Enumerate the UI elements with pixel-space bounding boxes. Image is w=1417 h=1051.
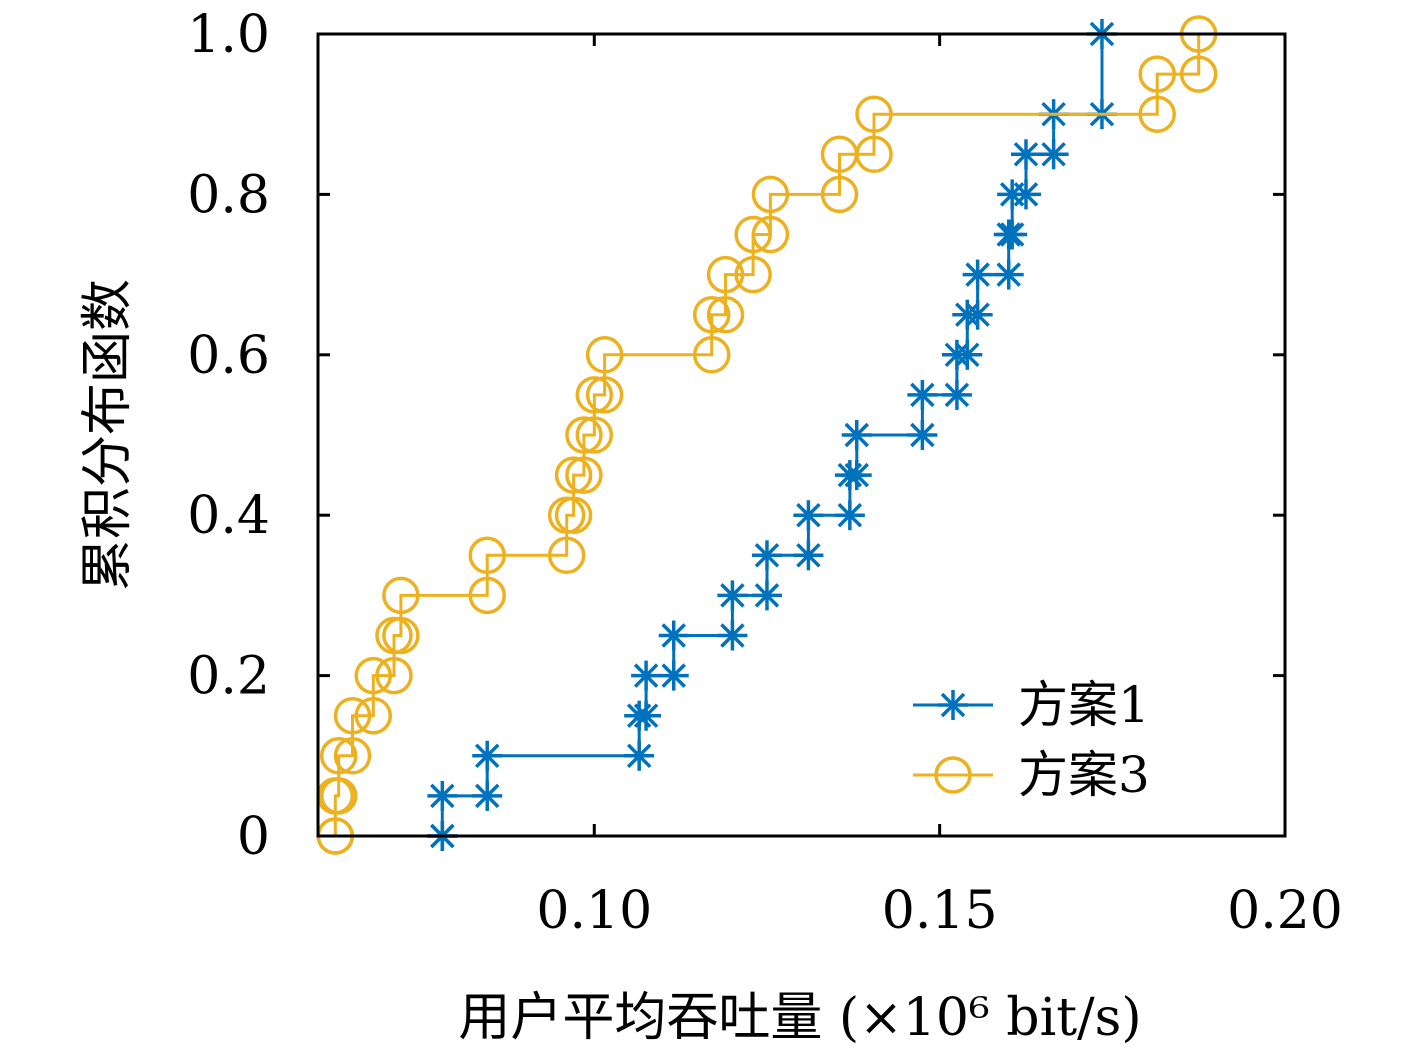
legend-label-scheme3: 方案3: [1018, 746, 1150, 804]
data-point: [585, 376, 624, 414]
data-point: [658, 620, 689, 651]
data-point: [575, 416, 614, 454]
data-point: [319, 777, 358, 815]
series-line: [333, 34, 1201, 836]
data-point: [793, 500, 824, 531]
data-point: [631, 700, 662, 731]
data-point: [706, 295, 745, 334]
y-axis-label: 累积分布函数: [78, 279, 138, 591]
data-point: [692, 336, 731, 374]
data-point: [717, 620, 748, 651]
data-point: [547, 536, 586, 575]
legend-label-scheme1: 方案1: [1018, 676, 1150, 734]
data-point: [472, 780, 503, 811]
data-point: [751, 580, 782, 611]
series-line: [440, 34, 1104, 836]
data-point: [624, 740, 655, 771]
legend-circle-marker: [934, 756, 972, 794]
data-point: [841, 420, 872, 450]
data-point: [734, 255, 772, 294]
data-point: [427, 780, 458, 811]
data-point: [962, 299, 993, 330]
data-point: [751, 540, 782, 571]
x-tick-label: 0.15: [882, 881, 998, 941]
data-point: [472, 740, 503, 771]
data-point: [820, 175, 859, 214]
data-point: [554, 496, 593, 534]
data-point: [793, 540, 824, 571]
data-point: [319, 737, 358, 775]
data-point: [375, 656, 413, 695]
data-point: [834, 500, 865, 531]
data-point: [1179, 55, 1218, 93]
data-point: [1138, 55, 1176, 93]
series-layer: [316, 15, 1218, 855]
data-point: [1138, 95, 1176, 133]
data-point: [997, 219, 1028, 250]
data-point: [907, 420, 938, 450]
asterisk-icon: [938, 690, 968, 720]
series-1: [427, 19, 1117, 851]
x-tick-label: 0.20: [1227, 881, 1343, 941]
data-point: [706, 255, 745, 294]
data-point: [575, 376, 614, 414]
legend: 方案1 方案3: [913, 676, 1150, 804]
data-point: [941, 379, 972, 410]
data-point: [585, 336, 624, 374]
data-point: [962, 259, 993, 290]
y-tick-label: 0.6: [187, 326, 270, 386]
data-point: [554, 456, 593, 494]
data-point: [333, 737, 372, 775]
ticks-layer: 0 0.2 0.4 0.6 0.8 1.0 0.10 0.15 0.20: [187, 5, 1343, 941]
data-point: [468, 576, 506, 615]
data-point: [631, 660, 662, 691]
y-tick-label: 0.4: [187, 486, 270, 546]
y-tick-label: 1.0: [187, 5, 270, 65]
data-point: [993, 259, 1024, 290]
data-point: [658, 660, 689, 691]
data-point: [855, 135, 893, 174]
data-point: [952, 339, 983, 370]
data-point: [1010, 139, 1041, 170]
data-point: [382, 576, 420, 615]
data-point: [1010, 179, 1041, 210]
data-point: [1038, 139, 1069, 170]
plot-frame: [316, 32, 1287, 838]
data-point: [855, 95, 893, 133]
data-point: [354, 696, 393, 735]
data-point: [751, 215, 790, 254]
data-point: [734, 215, 772, 254]
y-tick-label: 0.2: [187, 647, 270, 707]
data-point: [354, 656, 393, 695]
data-point: [565, 456, 603, 494]
series-2: [316, 15, 1218, 855]
data-point: [382, 616, 420, 655]
y-tick-label: 0.8: [187, 165, 270, 225]
data-point: [717, 580, 748, 611]
legend-asterisk-marker: [938, 690, 968, 720]
data-point: [751, 175, 790, 214]
x-tick-label: 0.10: [536, 881, 652, 941]
circle-icon: [934, 756, 972, 794]
y-tick-label: 0: [237, 807, 270, 867]
data-point: [841, 460, 872, 491]
x-axis-label: 用户平均吞吐量 (×10⁶ bit/s): [458, 988, 1141, 1048]
data-point: [907, 379, 938, 410]
data-point: [333, 696, 372, 735]
data-point: [565, 416, 603, 454]
data-point: [468, 536, 506, 575]
data-point: [692, 295, 731, 334]
